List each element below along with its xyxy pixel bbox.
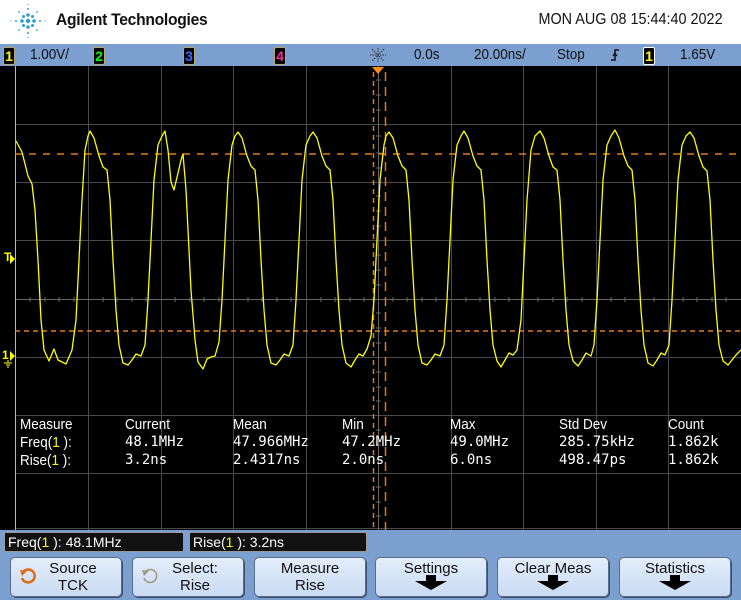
trigger-source-indicator[interactable]: 1 bbox=[643, 47, 655, 65]
row-label: Freq(1 ): bbox=[20, 434, 72, 451]
run-state: Stop bbox=[557, 46, 585, 63]
trigger-level-arrow-icon bbox=[10, 254, 15, 264]
rise-max: 6.0ns bbox=[450, 452, 493, 468]
statistics-softkey[interactable]: Statistics bbox=[619, 557, 731, 597]
channel-4-indicator[interactable]: 4 bbox=[274, 47, 286, 65]
ground-symbol-icon bbox=[4, 360, 12, 368]
header-mean: Mean bbox=[233, 416, 267, 433]
freq-current: 48.1MHz bbox=[125, 434, 185, 450]
row-label: Rise(1 ): bbox=[20, 452, 72, 469]
measurement-readouts: Freq(1 ): 48.1MHz Rise(1 ): 3.2ns bbox=[0, 530, 741, 552]
freq-mean: 47.966MHz bbox=[233, 434, 309, 450]
datetime: MON AUG 08 15:44:40 2022 bbox=[538, 11, 723, 28]
trigger-level: 1.65V bbox=[680, 46, 716, 63]
rise-min: 2.0ns bbox=[342, 452, 385, 468]
settings-softkey[interactable]: Settings bbox=[375, 557, 487, 597]
header: Agilent Technologies MON AUG 08 15:44:40… bbox=[0, 0, 741, 44]
freq-count: 1.862k bbox=[668, 434, 719, 450]
brand-name: Agilent Technologies bbox=[56, 10, 208, 29]
rotate-knob-icon bbox=[20, 568, 36, 584]
channel-1-trace bbox=[15, 129, 741, 370]
rise-current: 3.2ns bbox=[125, 452, 168, 468]
sparkle-icon bbox=[370, 48, 386, 62]
freq-std-dev: 285.75kHz bbox=[559, 434, 635, 450]
rise-readout: Rise(1 ): 3.2ns bbox=[189, 532, 367, 552]
channel-1-scale: 1.00V/ bbox=[30, 46, 70, 63]
source-softkey[interactable]: Source TCK bbox=[10, 557, 122, 597]
agilent-logo-icon bbox=[10, 3, 46, 39]
header-count: Count bbox=[668, 416, 705, 433]
ground-arrow-icon bbox=[10, 351, 15, 361]
clear-meas-softkey[interactable]: Clear Meas bbox=[497, 557, 609, 597]
channel-3-indicator[interactable]: 3 bbox=[183, 47, 195, 65]
graticule bbox=[15, 66, 741, 530]
channel-1-ground-marker[interactable]: 1 bbox=[2, 348, 9, 362]
waveform-display[interactable]: T 1 bbox=[0, 66, 741, 530]
rise-count: 1.862k bbox=[668, 452, 719, 468]
rotate-knob-icon bbox=[142, 568, 158, 584]
select-softkey[interactable]: Select: Rise bbox=[132, 557, 244, 597]
channel-1-indicator[interactable]: 1 bbox=[3, 47, 15, 65]
header-current: Current bbox=[125, 416, 171, 433]
status-bar: 1 1.00V/ 2 3 4 0.0s 20.00ns/ Stop 1 1.65… bbox=[0, 44, 741, 67]
rise-mean: 2.4317ns bbox=[233, 452, 301, 468]
channel-2-indicator[interactable]: 2 bbox=[93, 47, 105, 65]
submenu-arrow-icon bbox=[415, 575, 447, 590]
measure-rise-softkey[interactable]: Measure Rise bbox=[254, 557, 366, 597]
header-measure: Measure bbox=[20, 416, 73, 433]
horizontal-delay: 0.0s bbox=[414, 46, 440, 63]
submenu-arrow-icon bbox=[659, 575, 691, 590]
submenu-arrow-icon bbox=[537, 575, 569, 590]
freq-max: 49.0MHz bbox=[450, 434, 510, 450]
trigger-level-marker[interactable]: T bbox=[4, 250, 12, 264]
header-min: Min bbox=[342, 416, 364, 433]
header-std-dev: Std Dev bbox=[559, 416, 608, 433]
header-max: Max bbox=[450, 416, 476, 433]
timebase: 20.00ns/ bbox=[474, 46, 526, 63]
rise-std-dev: 498.47ps bbox=[559, 452, 627, 468]
freq-readout: Freq(1 ): 48.1MHz bbox=[4, 532, 184, 552]
trigger-position-marker bbox=[372, 67, 384, 74]
rising-edge-icon bbox=[611, 49, 619, 61]
freq-min: 47.2MHz bbox=[342, 434, 402, 450]
